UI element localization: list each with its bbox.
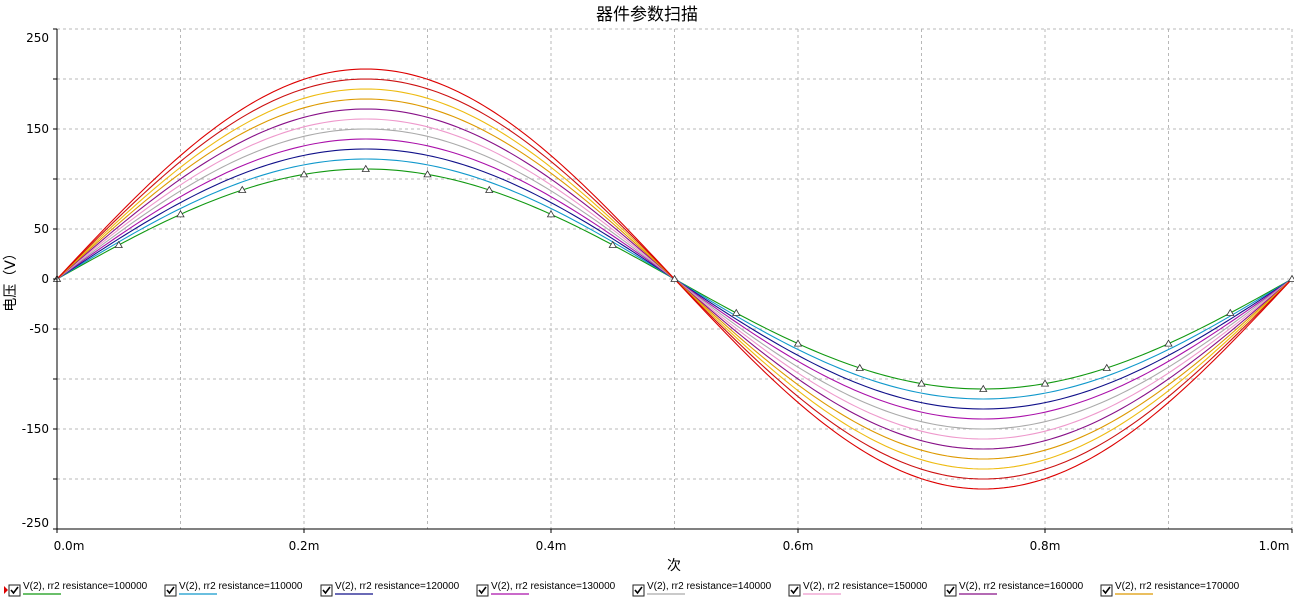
series-marker xyxy=(176,210,185,218)
series-marker xyxy=(917,379,926,387)
series-marker xyxy=(423,170,432,178)
check-icon xyxy=(166,586,175,595)
series-marker xyxy=(1164,339,1173,347)
legend-label: V(2), rr2 resistance=150000 xyxy=(803,581,928,592)
chart-title: 器件参数扫描 xyxy=(596,5,698,25)
check-icon xyxy=(478,586,487,595)
series-marker xyxy=(1102,363,1111,371)
marker-layer xyxy=(52,164,1294,392)
legend-label: V(2), rr2 resistance=160000 xyxy=(959,581,1084,592)
legend-item[interactable]: V(2), rr2 resistance=140000 xyxy=(632,581,772,597)
series-marker xyxy=(299,170,309,178)
check-icon xyxy=(322,586,331,595)
series-marker xyxy=(855,363,864,371)
legend-item[interactable]: V(2), rr2 resistance=170000 xyxy=(1100,581,1240,597)
series-marker xyxy=(732,308,741,316)
legend-label: V(2), rr2 resistance=110000 xyxy=(179,581,303,592)
y-tick-label: -150 xyxy=(22,422,49,436)
x-tick-label: 0.2m xyxy=(289,539,320,553)
y-ticks: 250 150 50 0 -50 -150 -250 xyxy=(22,28,57,530)
legend-item[interactable]: V(2), rr2 resistance=100000 xyxy=(8,581,148,597)
legend-label: V(2), rr2 resistance=100000 xyxy=(23,581,148,592)
y-tick-label: 50 xyxy=(34,222,49,236)
x-tick-label: 0.8m xyxy=(1030,539,1061,553)
series-marker xyxy=(608,240,617,248)
y-axis-label: 电压（V） xyxy=(3,246,19,312)
y-tick-label: -50 xyxy=(29,322,49,336)
y-tick-label: 0 xyxy=(41,272,49,286)
x-tick-label: 0.6m xyxy=(783,539,814,553)
legend-item[interactable]: V(2), rr2 resistance=160000 xyxy=(944,581,1084,597)
series-marker xyxy=(485,185,494,193)
legend-item[interactable]: V(2), rr2 resistance=110000 xyxy=(164,581,303,597)
legend-label: V(2), rr2 resistance=120000 xyxy=(335,581,460,592)
legend-scroll-marker[interactable] xyxy=(4,586,8,594)
gridlines xyxy=(57,28,1293,529)
series-marker xyxy=(238,185,247,193)
legend: V(2), rr2 resistance=100000 V(2), rr2 res… xyxy=(4,581,1240,597)
check-icon xyxy=(10,586,19,595)
y-tick-label: -250 xyxy=(22,516,49,530)
series-marker xyxy=(1226,308,1235,316)
legend-item[interactable]: V(2), rr2 resistance=150000 xyxy=(788,581,928,597)
series-marker xyxy=(793,339,803,347)
legend-label: V(2), rr2 resistance=170000 xyxy=(1115,581,1240,592)
x-tick-label: 0.0m xyxy=(54,539,85,553)
x-axis-label: 次 xyxy=(667,558,681,574)
series-marker xyxy=(546,210,556,218)
check-icon xyxy=(1102,586,1111,595)
y-tick-label: 250 xyxy=(26,31,49,45)
check-icon xyxy=(946,586,955,595)
series-marker xyxy=(1040,379,1050,387)
x-tick-label: 0.4m xyxy=(536,539,567,553)
series-marker xyxy=(979,384,988,392)
legend-item[interactable]: V(2), rr2 resistance=130000 xyxy=(476,581,616,597)
series-marker xyxy=(114,240,123,248)
x-ticks: 0.0m 0.2m 0.4m 0.6m 0.8m 1.0m xyxy=(54,529,1293,553)
series-marker xyxy=(670,274,679,282)
check-icon xyxy=(634,586,643,595)
legend-item[interactable]: V(2), rr2 resistance=120000 xyxy=(320,581,460,597)
series-marker xyxy=(361,164,370,172)
legend-label: V(2), rr2 resistance=130000 xyxy=(491,581,616,592)
x-tick-label: 1.0m xyxy=(1259,539,1290,553)
legend-label: V(2), rr2 resistance=140000 xyxy=(647,581,772,592)
y-tick-label: 150 xyxy=(26,122,49,136)
check-icon xyxy=(790,586,799,595)
